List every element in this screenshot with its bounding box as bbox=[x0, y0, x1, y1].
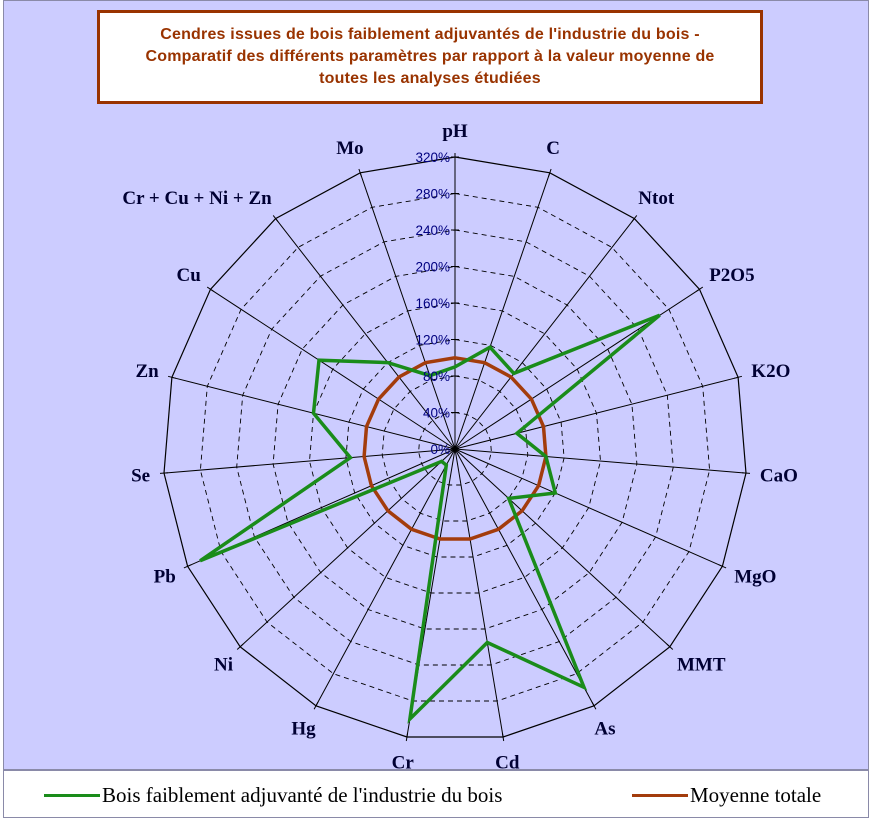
spoke-tick-9 bbox=[501, 733, 505, 742]
spoke-tick-14 bbox=[159, 472, 169, 474]
spoke-12 bbox=[239, 448, 456, 648]
spoke-14 bbox=[163, 448, 456, 474]
tick-label-5: 200% bbox=[415, 260, 450, 275]
spoke-2 bbox=[454, 218, 635, 450]
spoke-8 bbox=[454, 448, 595, 707]
grid-ring-1 bbox=[418, 412, 492, 486]
spoke-tick-3 bbox=[695, 286, 704, 292]
spoke-tick-10 bbox=[405, 733, 409, 742]
category-label-8: As bbox=[594, 719, 615, 740]
chart-title: Cendres issues de bois faiblement adjuva… bbox=[97, 10, 763, 104]
spoke-9 bbox=[454, 448, 504, 738]
spoke-16 bbox=[210, 288, 456, 450]
grid-ring-4 bbox=[309, 302, 601, 594]
category-label-15: Zn bbox=[135, 361, 159, 382]
tick-label-7: 280% bbox=[415, 187, 450, 202]
category-label-7: MMT bbox=[677, 654, 726, 675]
spoke-tick-15 bbox=[167, 375, 176, 379]
tick-label-4: 160% bbox=[415, 296, 450, 311]
spoke-tick-2 bbox=[631, 215, 638, 223]
plot-area bbox=[3, 0, 869, 770]
tick-label-1: 40% bbox=[423, 406, 450, 421]
category-label-3: P2O5 bbox=[709, 265, 754, 286]
grid-ring-8 bbox=[163, 156, 747, 738]
category-label-9: Cd bbox=[495, 753, 520, 774]
category-label-1: C bbox=[546, 138, 560, 159]
grid-ring-2 bbox=[381, 375, 529, 522]
series-line-2 bbox=[362, 356, 548, 541]
category-label-2: Ntot bbox=[638, 188, 675, 209]
spoke-11 bbox=[315, 448, 456, 707]
series-line-1 bbox=[199, 313, 661, 724]
tick-label-8: 320% bbox=[415, 150, 450, 165]
category-label-5: CaO bbox=[760, 465, 798, 486]
category-labels: pH C Ntot P2O5 K2O CaO MgO MMT As Cd Cr Hg Ni Pb Se Zn C… bbox=[122, 121, 798, 774]
category-label-16: Cu bbox=[177, 265, 202, 286]
spoke-3 bbox=[454, 288, 700, 450]
legend-label-series-1: Bois faiblement adjuvanté de l'industrie… bbox=[102, 783, 503, 807]
category-label-17: Cr + Cu + Ni + Zn bbox=[122, 188, 272, 209]
grid-ring-3 bbox=[345, 339, 565, 558]
spoke-tick-17 bbox=[272, 215, 279, 223]
legend: Bois faiblement adjuvanté de l'industrie… bbox=[3, 770, 869, 818]
category-label-10: Cr bbox=[392, 753, 415, 774]
spoke-5 bbox=[454, 448, 747, 474]
spoke-tick-6 bbox=[718, 564, 727, 569]
tick-label-3: 120% bbox=[415, 333, 450, 348]
grid-ring-6 bbox=[236, 229, 674, 666]
grid-ring-5 bbox=[272, 266, 638, 630]
category-label-18: Mo bbox=[336, 138, 363, 159]
spoke-tick-7 bbox=[666, 643, 674, 650]
tick-label-6: 240% bbox=[415, 223, 450, 238]
spoke-tick-11 bbox=[313, 702, 319, 710]
legend-entry-series-1: Bois faiblement adjuvanté de l'industrie… bbox=[44, 783, 502, 808]
spoke-17 bbox=[275, 218, 456, 450]
radial-tick-labels: 0% 40% 80% 120% 160% 200% 240% 280% 320% bbox=[415, 150, 459, 457]
spoke-tick-18 bbox=[358, 168, 362, 177]
spoke-tick-16 bbox=[206, 286, 215, 292]
spoke-6 bbox=[454, 448, 723, 567]
category-label-4: K2O bbox=[751, 361, 790, 382]
legend-entry-series-2: Moyenne totale bbox=[632, 783, 821, 808]
category-label-6: MgO bbox=[734, 567, 776, 588]
spoke-tick-1 bbox=[548, 168, 552, 177]
category-label-0: pH bbox=[442, 121, 468, 142]
spoke-tick-4 bbox=[734, 375, 743, 379]
legend-label-series-2: Moyenne totale bbox=[690, 783, 822, 807]
spoke-18 bbox=[359, 172, 456, 450]
spoke-tick-8 bbox=[591, 702, 597, 710]
category-label-13: Pb bbox=[154, 567, 176, 588]
spoke-1 bbox=[454, 172, 551, 450]
tick-label-2: 80% bbox=[423, 369, 450, 384]
category-label-12: Ni bbox=[214, 654, 233, 675]
spoke-4 bbox=[454, 376, 739, 450]
spoke-7 bbox=[454, 448, 671, 648]
tick-label-0: 0% bbox=[430, 442, 450, 457]
category-label-11: Hg bbox=[291, 719, 316, 740]
spoke-tick-5 bbox=[741, 472, 751, 474]
radar-grid bbox=[163, 156, 747, 738]
spoke-tick-12 bbox=[236, 643, 244, 650]
legend-swatch-series-2 bbox=[632, 794, 688, 797]
radar-series bbox=[199, 313, 661, 724]
category-label-14: Se bbox=[131, 465, 150, 486]
legend-swatch-series-1 bbox=[44, 794, 100, 797]
spoke-tick-13 bbox=[183, 564, 192, 569]
